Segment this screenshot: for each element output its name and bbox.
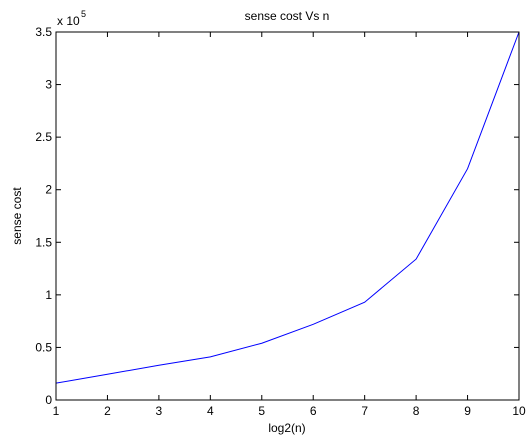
series-layer — [55, 31, 520, 384]
y-axis-ticks: 0 0.5 1 1.5 2 2.5 3 3.5 — [35, 25, 519, 407]
y-tick-label: 3 — [45, 78, 52, 92]
x-tick-label: 1 — [53, 404, 60, 418]
x-tick-label: 6 — [310, 404, 317, 418]
plot-area — [56, 32, 519, 400]
y-tick-label: 1 — [45, 288, 52, 302]
y-tick-label: 2 — [45, 183, 52, 197]
y-tick-label: 3.5 — [35, 25, 52, 39]
x-tick-label: 2 — [104, 404, 111, 418]
series-line — [55, 31, 520, 384]
y-tick-label: 2.5 — [35, 130, 52, 144]
x-tick-label: 10 — [512, 404, 526, 418]
y-tick-label: 0.5 — [35, 340, 52, 354]
x-axis-label: log2(n) — [268, 421, 305, 435]
y-multiplier-exponent: 5 — [81, 9, 86, 19]
y-multiplier-base: x 10 — [57, 14, 80, 28]
y-tick-label: 1.5 — [35, 235, 52, 249]
chart-title: sense cost Vs n — [245, 9, 330, 23]
y-tick-label: 0 — [45, 393, 52, 407]
x-tick-label: 7 — [361, 404, 368, 418]
plot-frame — [55, 31, 520, 401]
y-axis-label: sense cost — [10, 187, 24, 245]
x-tick-label: 3 — [156, 404, 163, 418]
x-tick-label: 4 — [207, 404, 214, 418]
x-tick-label: 5 — [258, 404, 265, 418]
x-axis-ticks: 1 2 3 4 5 6 7 8 9 10 — [53, 32, 526, 418]
x-tick-label: 9 — [464, 404, 471, 418]
x-tick-label: 8 — [413, 404, 420, 418]
